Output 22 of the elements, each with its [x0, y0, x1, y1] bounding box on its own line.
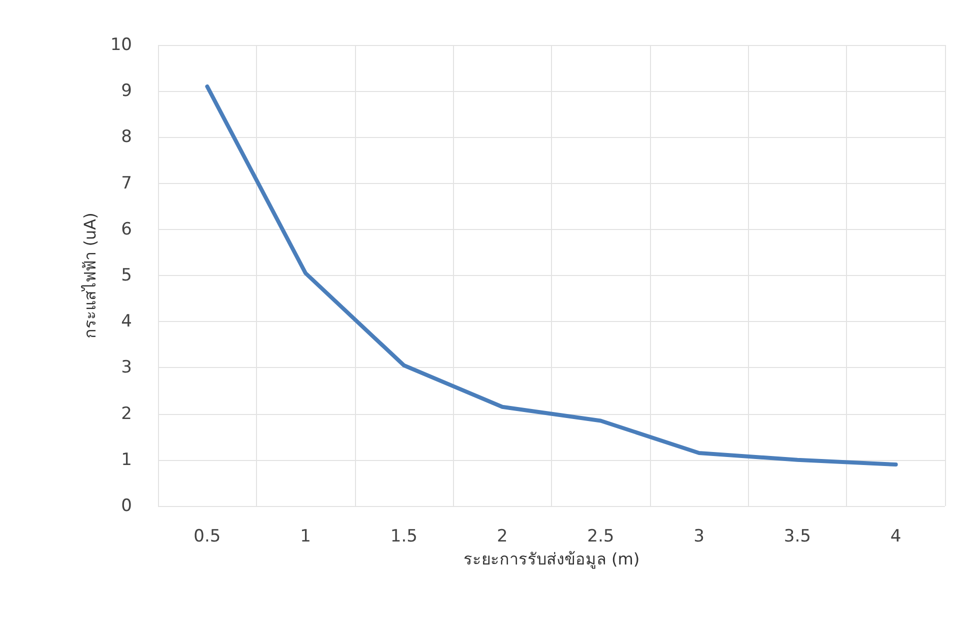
y-tick-label: 10	[110, 35, 132, 55]
x-tick-label: 2	[496, 526, 508, 546]
y-tick-label: 2	[121, 404, 132, 424]
x-tick-label: 3.5	[784, 526, 811, 546]
y-tick-label: 9	[121, 81, 132, 102]
x-axis-title: ระยะการรับส่งข้อมูล (m)	[463, 550, 640, 570]
y-tick-label: 6	[121, 219, 132, 240]
y-tick-label: 3	[121, 358, 132, 378]
y-tick-label: 7	[121, 173, 132, 194]
line-series	[205, 84, 898, 467]
x-tick-label: 2.5	[587, 526, 614, 546]
y-tick-label: 8	[121, 127, 132, 148]
y-tick-label: 5	[121, 266, 132, 286]
x-tick-label: 4	[890, 526, 902, 546]
y-axis-title: กระแสไฟฟ้า (uA)	[80, 212, 100, 338]
y-tick-label: 1	[121, 450, 132, 470]
x-tick-label: 3	[694, 526, 704, 546]
y-tick-label: 0	[121, 496, 132, 516]
x-tick-label: 0.5	[194, 526, 221, 546]
x-tick-label: 1.5	[390, 526, 418, 546]
y-tick-label: 4	[121, 312, 132, 332]
x-tick-label: 1	[300, 526, 311, 546]
